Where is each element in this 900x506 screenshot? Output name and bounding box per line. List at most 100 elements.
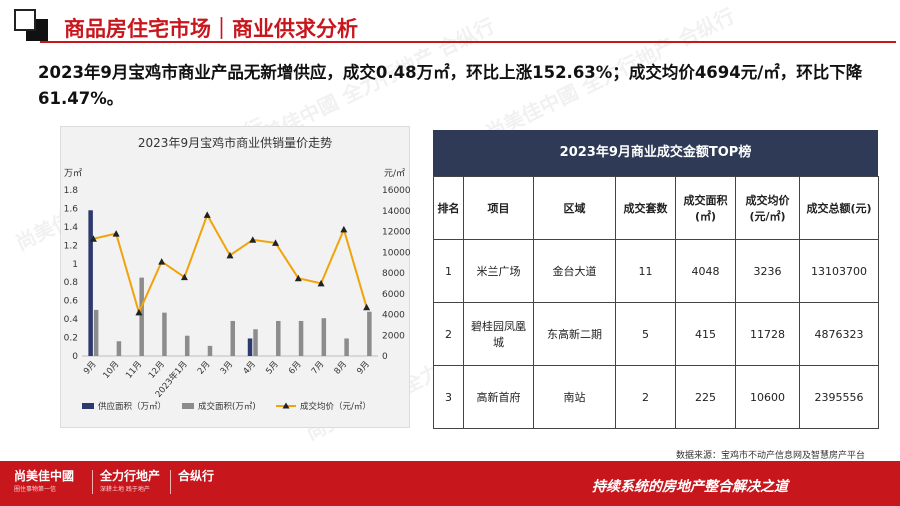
page-title: 商品房住宅市场｜商业供求分析 xyxy=(64,17,358,41)
cell-area: 415 xyxy=(675,302,736,366)
footer-bar xyxy=(0,461,900,506)
legend-label-supply: 供应面积（万㎡） xyxy=(98,401,166,412)
y-right-tick-label: 6000 xyxy=(382,290,405,300)
cell-total: 2395556 xyxy=(799,365,879,429)
cell-rank: 2 xyxy=(433,302,464,366)
title-underline xyxy=(40,41,896,43)
bar-deal-area xyxy=(367,311,372,356)
point-avg-price xyxy=(112,230,120,237)
y-left-tick-label: 0 xyxy=(72,352,78,362)
y-right-tick-label: 4000 xyxy=(382,311,405,321)
cell-rank: 3 xyxy=(433,365,464,429)
table-row: 3 高新首府 南站 2 225 10600 2395556 xyxy=(433,365,879,429)
legend-swatch-deal xyxy=(182,403,194,409)
cell-total: 13103700 xyxy=(799,239,879,303)
footer-brand-quanlixing-tagline: 深耕土地 践于地产 xyxy=(100,486,150,493)
bar-supply-area xyxy=(247,338,253,356)
bar-deal-area xyxy=(298,320,304,356)
cell-units: 5 xyxy=(615,302,676,366)
col-units: 成交套数 xyxy=(615,176,676,240)
y-left-tick-label: 1.6 xyxy=(64,204,79,214)
footer-brand-quanlixing: 全力行地产 xyxy=(100,469,161,483)
bar-deal-area xyxy=(184,335,190,356)
col-avg-price: 成交均价(元/㎡) xyxy=(735,176,800,240)
y-left-tick-label: 0.6 xyxy=(64,297,79,307)
x-tick-label: 4月 xyxy=(241,360,258,377)
bar-deal-area xyxy=(93,309,99,356)
point-avg-price xyxy=(203,211,211,218)
y-left-tick-label: 0.4 xyxy=(64,315,79,325)
bar-deal-area xyxy=(162,312,167,356)
y-right-tick-label: 10000 xyxy=(382,248,410,258)
data-source-note: 数据来源：宝鸡市不动产信息网及智慧房产平台 xyxy=(676,451,866,461)
table-row: 1 米兰广场 金台大道 11 4048 3236 13103700 xyxy=(433,239,879,303)
x-tick-label: 8月 xyxy=(333,360,350,377)
deals-table: 排名 项目 区域 成交套数 成交面积(㎡) 成交均价(元/㎡) 成交总额(元) … xyxy=(433,176,879,429)
cell-project: 高新首府 xyxy=(463,365,534,429)
y-right-tick-label: 0 xyxy=(382,352,388,362)
x-tick-label: 9月 xyxy=(82,360,99,377)
col-total: 成交总额(元) xyxy=(799,176,879,240)
legend-label-price: 成交均价（元/㎡） xyxy=(300,401,371,412)
y-right-unit: 元/㎡ xyxy=(384,168,405,179)
cell-district: 南站 xyxy=(533,365,616,429)
cell-district: 金台大道 xyxy=(533,239,616,303)
header-logo-outline xyxy=(14,9,36,31)
table-title: 2023年9月商业成交金额TOP榜 xyxy=(433,130,878,176)
footer-slogan: 持续系统的房地产整合解决之道 xyxy=(592,479,788,495)
bar-deal-area xyxy=(253,329,258,356)
point-avg-price xyxy=(249,236,257,243)
x-tick-label: 11月 xyxy=(124,360,144,381)
cell-total: 4876323 xyxy=(799,302,879,366)
cell-area: 4048 xyxy=(675,239,736,303)
y-right-tick-label: 14000 xyxy=(382,207,410,217)
y-right-tick-label: 12000 xyxy=(382,228,410,238)
point-avg-price xyxy=(89,235,97,242)
x-tick-label: 5月 xyxy=(264,360,281,377)
x-tick-label: 10月 xyxy=(101,360,121,381)
y-left-unit: 万㎡ xyxy=(64,168,82,179)
top-deals-table: 2023年9月商业成交金额TOP榜 排名 项目 区域 成交套数 成交面积(㎡) … xyxy=(433,130,879,429)
bar-deal-area xyxy=(344,338,349,356)
cell-area: 225 xyxy=(675,365,736,429)
chart-title: 2023年9月宝鸡市商业供销量价走势 xyxy=(137,136,333,150)
cell-district: 东高新二期 xyxy=(533,302,616,366)
y-left-tick-label: 0.2 xyxy=(64,334,78,344)
col-rank: 排名 xyxy=(433,176,464,240)
footer-brand-shangmeijia-tagline: 圈住事物第一信 xyxy=(14,486,57,493)
cell-project: 米兰广场 xyxy=(463,239,534,303)
footer-brand-shangmeijia: 尚美佳中國 xyxy=(14,469,75,483)
legend-swatch-supply xyxy=(82,403,94,409)
cell-avg-price: 3236 xyxy=(735,239,800,303)
y-left-tick-label: 1.8 xyxy=(64,186,79,196)
y-left-tick-label: 0.8 xyxy=(64,278,79,288)
y-left-tick-label: 1.2 xyxy=(64,241,78,251)
point-avg-price xyxy=(158,258,166,265)
point-avg-price xyxy=(317,279,325,287)
point-avg-price xyxy=(226,251,234,259)
point-avg-price xyxy=(135,308,143,316)
y-right-tick-label: 16000 xyxy=(382,186,410,196)
bar-deal-area xyxy=(207,345,213,356)
footer-brand-hezongxing: 合纵行 xyxy=(178,469,215,483)
bar-deal-area xyxy=(230,320,235,356)
price-volume-chart: 万㎡ 元/㎡ 0 0.2 0.4 0.6 0.8 1 1.2 1.4 1.6 1.8 0 2000 4000… xyxy=(64,168,410,412)
footer-divider xyxy=(92,470,93,494)
y-left-tick-label: 1 xyxy=(72,260,78,270)
point-avg-price xyxy=(363,303,371,311)
y-right-tick-label: 2000 xyxy=(382,331,405,341)
chart-panel xyxy=(60,126,410,428)
bar-supply-area xyxy=(88,210,93,356)
point-avg-price xyxy=(294,274,302,282)
x-tick-label: 6月 xyxy=(287,360,304,377)
table-header-row: 排名 项目 区域 成交套数 成交面积(㎡) 成交均价(元/㎡) 成交总额(元) xyxy=(433,176,879,240)
bar-deal-area xyxy=(321,318,327,356)
x-tick-label: 2月 xyxy=(196,360,213,377)
col-project: 项目 xyxy=(463,176,534,240)
line-avg-price xyxy=(93,212,368,316)
legend-marker-price xyxy=(282,402,290,409)
footer-divider xyxy=(170,470,171,494)
table-row: 2 碧桂园凤凰城 东高新二期 5 415 11728 4876323 xyxy=(433,302,879,366)
cell-rank: 1 xyxy=(433,239,464,303)
legend-label-deal: 成交面积(万㎡) xyxy=(198,401,256,412)
